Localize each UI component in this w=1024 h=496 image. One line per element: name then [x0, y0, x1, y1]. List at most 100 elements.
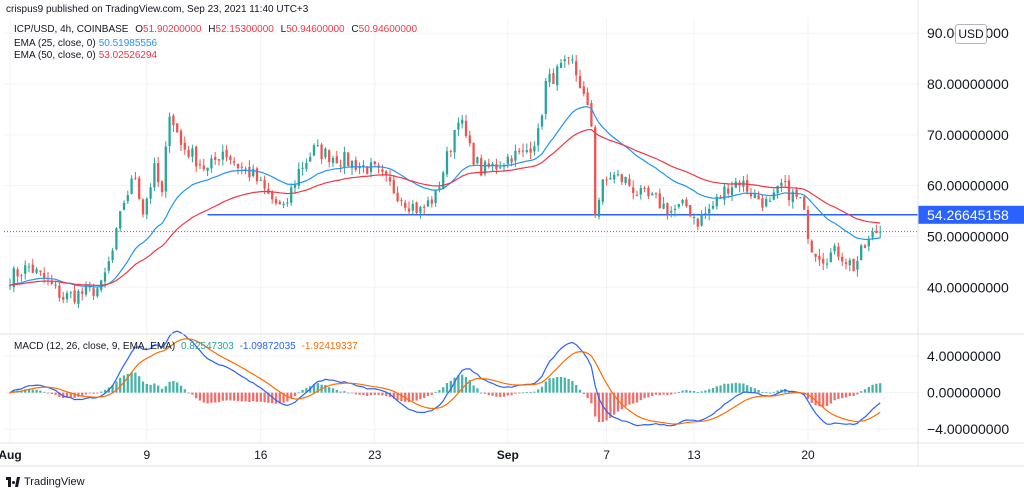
- candle-body: [818, 255, 821, 260]
- time-tick-label: 23: [368, 448, 382, 462]
- macd-hist-bar: [453, 377, 456, 393]
- candle-body: [191, 148, 194, 157]
- macd-hist-bar: [191, 392, 194, 395]
- candle-body: [719, 196, 722, 199]
- macd-hist-bar: [263, 392, 266, 403]
- candle-body: [119, 211, 122, 229]
- candle-body: [312, 145, 316, 156]
- macd-legend[interactable]: MACD (12, 26, close, 9, EMA, EMA) 0.8254…: [14, 341, 358, 352]
- macd-hist-bar: [297, 392, 300, 394]
- macd-tick-label: 0.00000000: [927, 385, 1001, 401]
- candle-body: [677, 204, 680, 207]
- candle-body: [229, 156, 232, 160]
- candle-body: [829, 252, 832, 263]
- candle-body: [510, 158, 513, 163]
- candle-body: [772, 192, 775, 200]
- candle-body: [753, 193, 756, 199]
- candle-body: [476, 157, 479, 164]
- macd-hist-bar: [430, 392, 433, 395]
- macd-hist-bar: [126, 373, 129, 393]
- macd-hist-bar: [704, 390, 707, 393]
- macd-hist-bar: [419, 392, 422, 400]
- macd-hist-bar: [111, 385, 114, 393]
- macd-panel[interactable]: [8, 330, 882, 427]
- candles[interactable]: [8, 54, 882, 309]
- candle-body: [844, 262, 848, 265]
- published-info: crispus9 published on TradingView.com, S…: [6, 4, 309, 15]
- macd-hist-bar: [442, 387, 445, 393]
- candle-body: [411, 204, 414, 211]
- macd-hist-bar: [586, 392, 589, 399]
- candle-body: [556, 66, 559, 86]
- candle-body: [92, 288, 95, 296]
- candle-body: [578, 76, 582, 89]
- candle-body: [803, 196, 806, 210]
- candle-body: [757, 195, 760, 200]
- macd-hist-bar: [96, 392, 99, 394]
- ema50-legend[interactable]: EMA (50, close, 0) 53.02526294: [14, 50, 158, 61]
- candle-body: [491, 163, 494, 167]
- candle-body: [761, 198, 764, 208]
- ohlc-l: L50.94600000: [280, 24, 345, 35]
- macd-hist-bar: [24, 389, 27, 393]
- macd-hist-bar: [282, 392, 285, 403]
- candle-body: [259, 179, 262, 181]
- macd-hist-bar: [31, 389, 34, 393]
- candle-body: [96, 288, 99, 297]
- macd-hist-bar: [628, 392, 631, 405]
- candle-body: [392, 180, 395, 194]
- macd-hist-bar: [35, 389, 38, 393]
- candle-body: [453, 129, 456, 153]
- candle-body: [400, 200, 403, 202]
- macd-hist-bar: [837, 392, 840, 400]
- macd-hist-bar: [472, 385, 475, 393]
- candle-body: [616, 174, 620, 176]
- macd-hist-bar: [54, 392, 57, 395]
- candle-body: [643, 188, 646, 190]
- macd-hist-bar: [65, 392, 69, 398]
- candle-body: [366, 166, 369, 174]
- currency-button[interactable]: USD: [955, 24, 987, 44]
- candle-body: [290, 187, 293, 203]
- candle-body: [601, 179, 604, 202]
- macd-hist-bar: [708, 389, 711, 393]
- candle-body: [563, 59, 566, 62]
- candle-body: [157, 163, 160, 183]
- candle-body: [43, 273, 46, 279]
- macd-hist-bar: [879, 383, 882, 393]
- candle-body: [282, 203, 285, 206]
- symbol-legend: ICP/USD, 4h, COINBASE O51.90200000 H52.1…: [14, 24, 417, 35]
- candle-body: [582, 86, 585, 94]
- macd-hist-bar: [103, 389, 107, 393]
- candle-body: [198, 164, 202, 166]
- macd-hist-bar: [301, 389, 304, 393]
- candle-body: [609, 177, 612, 180]
- candle-body: [559, 62, 563, 68]
- candle-body: [837, 246, 840, 257]
- macd-hist-bar: [407, 392, 411, 403]
- signal-line: [9, 338, 881, 425]
- macd-hist-bar: [39, 390, 42, 393]
- macd-hist-bar: [457, 375, 460, 393]
- macd-hist-bar: [772, 391, 775, 393]
- ema25-legend[interactable]: EMA (25, close, 0) 50.51985556: [14, 38, 158, 49]
- candle-body: [685, 199, 688, 207]
- macd-hist-bar: [248, 392, 251, 403]
- candle-body: [590, 103, 593, 127]
- macd-hist-bar: [138, 376, 141, 393]
- candle-body: [65, 293, 69, 300]
- macd-hist-bar: [784, 388, 787, 393]
- macd-hist-bar: [255, 392, 259, 402]
- candle-body: [73, 290, 76, 303]
- macd-hist-bar: [616, 392, 620, 412]
- candle-body: [571, 59, 574, 61]
- support-line[interactable]: 54.26645158: [207, 205, 1024, 224]
- macd-hist-bar: [544, 381, 547, 393]
- macd-hist-bar: [818, 392, 821, 407]
- macd-hist-bar: [685, 389, 688, 393]
- macd-hist-bar: [578, 389, 582, 393]
- macd-hist-bar: [871, 384, 874, 393]
- candle-body: [350, 160, 354, 169]
- candle-body: [27, 266, 31, 268]
